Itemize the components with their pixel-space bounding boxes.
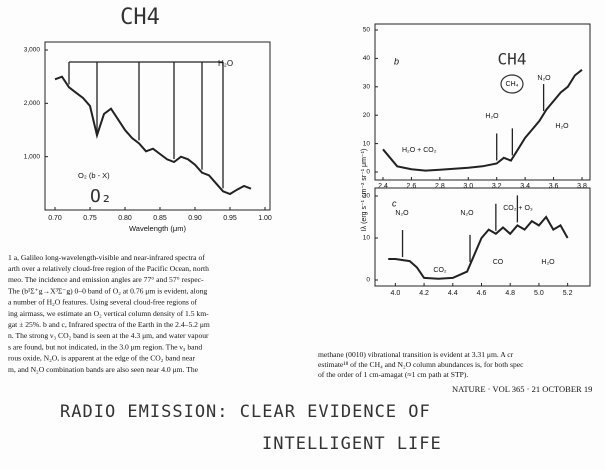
- x-tick-label: 2.6: [407, 183, 417, 190]
- handwritten-note: INTELLIGENT LIFE: [262, 434, 442, 454]
- x-tick-label: 0.75: [83, 215, 97, 222]
- annotation: b: [394, 56, 399, 66]
- x-tick-label: 3.8: [577, 183, 587, 190]
- handwritten-title: CH4: [120, 5, 160, 30]
- y-tick-label: 10: [363, 235, 371, 242]
- x-axis-label: Wavelength (μm): [129, 224, 186, 233]
- caption-line: arth over a relatively cloud-free region…: [8, 264, 209, 273]
- annotation: H₂O: [555, 123, 569, 130]
- annotation: N₂O: [460, 210, 474, 217]
- x-tick-label: 4.8: [505, 290, 515, 297]
- annotation: c: [392, 198, 397, 208]
- caption-line: s are found, but not indicated, in the 3…: [8, 342, 202, 351]
- annotation: O₂ (b - X): [78, 171, 110, 180]
- caption-line: rous oxide, N₂O, is apparent at the edge…: [8, 354, 196, 363]
- y-tick-label: 20: [363, 193, 371, 200]
- x-tick-label: 3.4: [520, 183, 530, 190]
- body-line: estimate¹⁸ of the CH₄ and N₂O column abu…: [318, 360, 524, 369]
- body-line: methane (0010) vibrational transition is…: [318, 350, 514, 359]
- x-tick-label: 0.85: [153, 215, 167, 222]
- y-tick-label: 3,000: [24, 47, 41, 54]
- annotation: CO₂: [433, 267, 447, 274]
- x-tick-label: 0.70: [48, 215, 62, 222]
- caption-line: meo. The incidence and emission angles a…: [8, 275, 204, 284]
- annotation: O₂: [90, 186, 112, 207]
- body-line: of the order of 1 cm-amagat (≈1 cm path …: [318, 370, 468, 379]
- x-tick-label: 0.95: [223, 215, 237, 222]
- panel-frame: [374, 187, 591, 287]
- panel-frame: [44, 41, 271, 211]
- x-tick-label: 0.80: [118, 215, 132, 222]
- x-tick-label: 2.8: [435, 183, 445, 190]
- x-tick-label: 3.0: [463, 183, 473, 190]
- y-tick-label: 10: [363, 140, 371, 147]
- caption-line: The (b¹Σ⁺g→X³Σ⁻g) 0–0 band of O₂ at 0.76…: [8, 286, 207, 295]
- handwritten-note: RADIO EMISSION: CLEAR EVIDENCE OF: [60, 402, 431, 422]
- annotation: H₂O: [485, 113, 499, 120]
- annotation: H₂O + CO₂: [402, 147, 437, 154]
- caption-line: m, and N₂O combination bands are also se…: [8, 365, 199, 374]
- x-tick-label: 1.00: [258, 215, 272, 222]
- annotation: H₂O: [218, 59, 233, 68]
- figure-ylabel: Iλ (erg s⁻¹ cm⁻² sr⁻¹ μm⁻¹): [361, 149, 368, 232]
- y-tick-label: 2,000: [24, 100, 41, 107]
- x-tick-label: 5.2: [563, 290, 573, 297]
- x-tick-label: 0.90: [188, 215, 202, 222]
- footer: NATURE · VOL 365 · 21 OCTOBER 19: [452, 384, 592, 394]
- y-tick-label: 20: [363, 112, 371, 119]
- x-tick-label: 4.4: [448, 290, 458, 297]
- y-tick-label: 50: [363, 27, 371, 34]
- spectrum-line: [388, 215, 569, 280]
- y-tick-label: 40: [363, 55, 371, 62]
- caption-line: ing airmass, we estimate an O₂ vertical …: [8, 309, 209, 318]
- x-tick-label: 4.6: [477, 290, 487, 297]
- y-tick-label: 1,000: [24, 153, 41, 160]
- caption-line: a number of H₂O features. Using several …: [8, 298, 198, 307]
- annotation: CO: [493, 259, 504, 266]
- x-tick-label: 3.2: [492, 183, 502, 190]
- caption-line: gat ± 25%. b and c, Infrared spectra of …: [8, 320, 210, 329]
- annotation: CO₂ + O₃: [503, 205, 533, 212]
- highlight-circle: [500, 74, 524, 94]
- annotation: N₂O: [395, 210, 409, 217]
- x-tick-label: 5.0: [534, 290, 544, 297]
- caption-line: 1 a, Galileo long-wavelength-visible and…: [8, 253, 205, 262]
- annotation: CH4: [498, 50, 527, 69]
- annotation: H₂O: [541, 259, 555, 266]
- y-tick-label: 30: [363, 84, 371, 91]
- x-tick-label: 2.4: [378, 183, 388, 190]
- x-tick-label: 3.6: [549, 183, 559, 190]
- x-tick-label: 4.0: [390, 290, 400, 297]
- annotation: N₂O: [537, 75, 551, 82]
- panel-frame: [374, 23, 591, 181]
- y-tick-label: 0: [366, 277, 370, 284]
- x-tick-label: 4.2: [419, 290, 429, 297]
- annotation: CH₄: [506, 81, 519, 88]
- spectrum-line: [382, 69, 583, 172]
- y-tick-label: 0: [366, 169, 370, 176]
- caption-line: n. The strong ν₃ CO₂ band is seen at the…: [8, 331, 209, 340]
- spectrum-line: [54, 75, 252, 196]
